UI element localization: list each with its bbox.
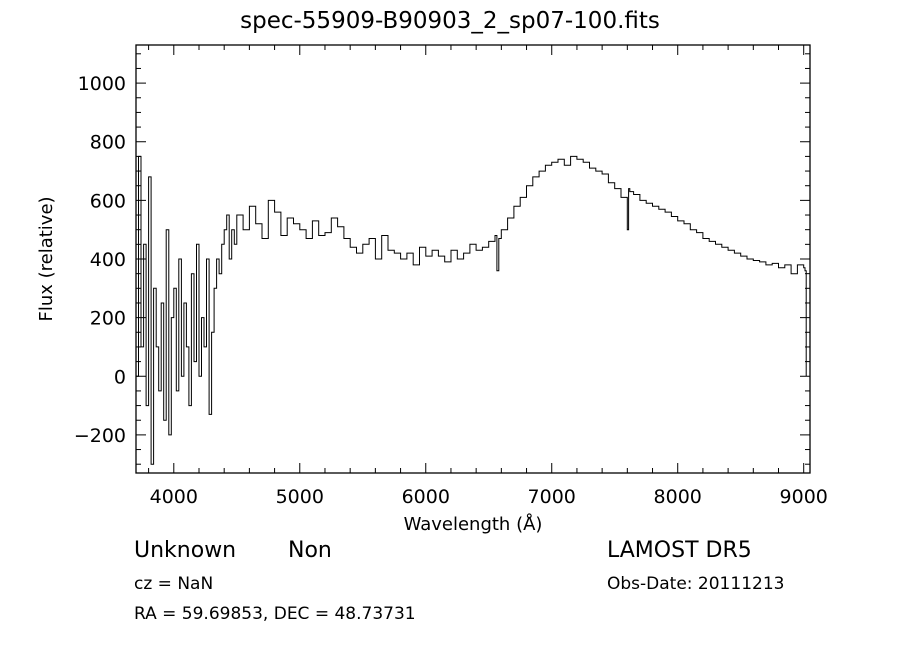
- y-tick-label: 800: [90, 132, 126, 154]
- chart-title: spec-55909-B90903_2_sp07-100.fits: [240, 8, 660, 34]
- x-tick-label: 6000: [402, 486, 450, 508]
- x-tick-label: 4000: [150, 486, 198, 508]
- tick-labels: 4000 5000 6000 7000 8000 9000 −200 0 200 400 600 80…: [74, 73, 828, 508]
- y-axis-label: Flux (relative): [36, 196, 57, 321]
- x-tick-label: 9000: [780, 486, 828, 508]
- y-tick-label: 1000: [78, 73, 126, 95]
- obs-date-label: Obs-Date: 20111213: [607, 574, 785, 594]
- x-tick-label: 5000: [276, 486, 324, 508]
- x-tick-label: 8000: [654, 486, 702, 508]
- object-class: Unknown: [134, 538, 237, 563]
- coordinates-label: RA = 59.69853, DEC = 48.73731: [134, 604, 416, 624]
- x-axis-label: Wavelength (Å): [404, 513, 543, 535]
- y-tick-label: 600: [90, 190, 126, 212]
- object-subclass: Non: [288, 538, 332, 563]
- y-tick-label: −200: [74, 425, 126, 447]
- y-tick-label: 200: [90, 308, 126, 330]
- y-tick-label: 400: [90, 249, 126, 271]
- spectrum-series-line: [136, 155, 807, 465]
- plot-frame: [135, 44, 811, 474]
- series-group: [136, 155, 807, 465]
- survey-label: LAMOST DR5: [607, 538, 752, 563]
- axis-ticks: [136, 45, 810, 473]
- y-tick-label: 0: [114, 366, 126, 388]
- x-tick-label: 7000: [528, 486, 576, 508]
- redshift-label: cz = NaN: [134, 574, 214, 594]
